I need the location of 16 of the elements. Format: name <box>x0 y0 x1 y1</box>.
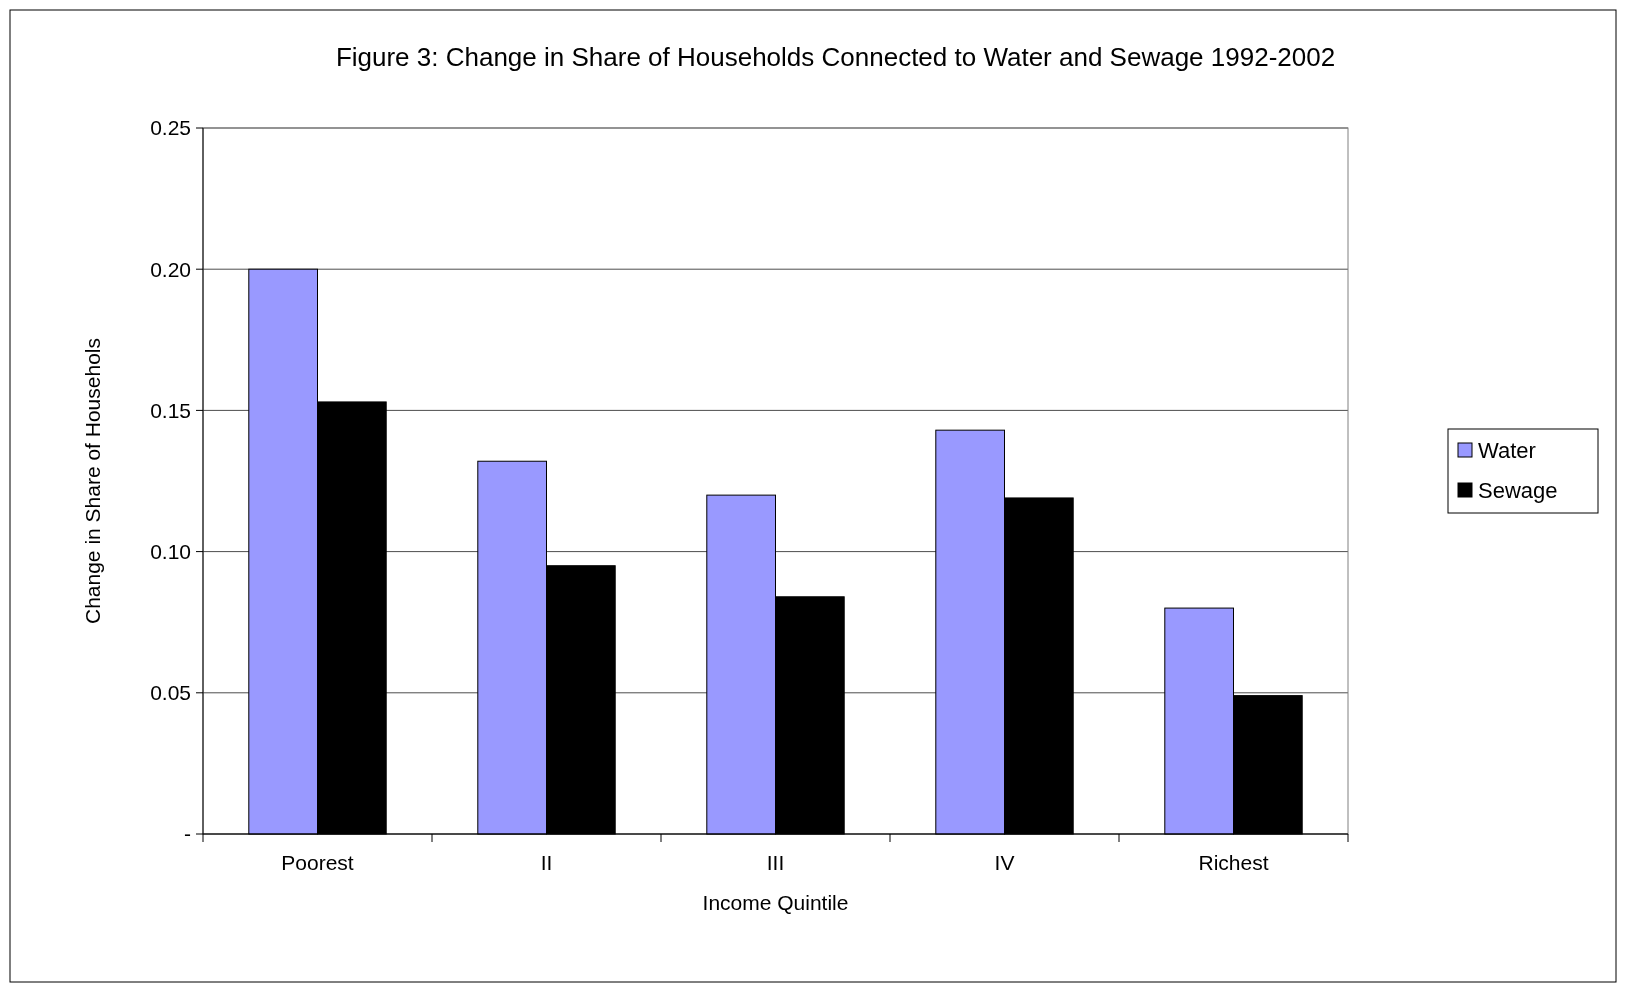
y-tick-label: 0.25 <box>150 116 191 140</box>
legend-label: Sewage <box>1478 477 1558 503</box>
x-tick-label: II <box>540 851 553 874</box>
y-tick-label: - <box>184 822 191 846</box>
x-tick-label: III <box>766 851 785 874</box>
y-axis-title: Change in Share of Househols <box>81 337 104 625</box>
y-tick-label: 0.20 <box>150 257 191 281</box>
x-tick-label: IV <box>994 851 1015 874</box>
x-tick-label: Poorest <box>281 851 354 874</box>
y-tick-label: 0.10 <box>150 539 191 563</box>
x-tick-label: Richest <box>1198 851 1269 874</box>
y-tick-label: 0.15 <box>150 398 191 422</box>
y-tick-label: 0.05 <box>150 681 191 705</box>
chart-title: Figure 3: Change in Share of Households Connected to Water and Sewage 1992-2002 <box>335 42 1336 72</box>
x-axis-title: Income Quintile <box>702 891 849 914</box>
legend-label: Water <box>1478 437 1536 463</box>
